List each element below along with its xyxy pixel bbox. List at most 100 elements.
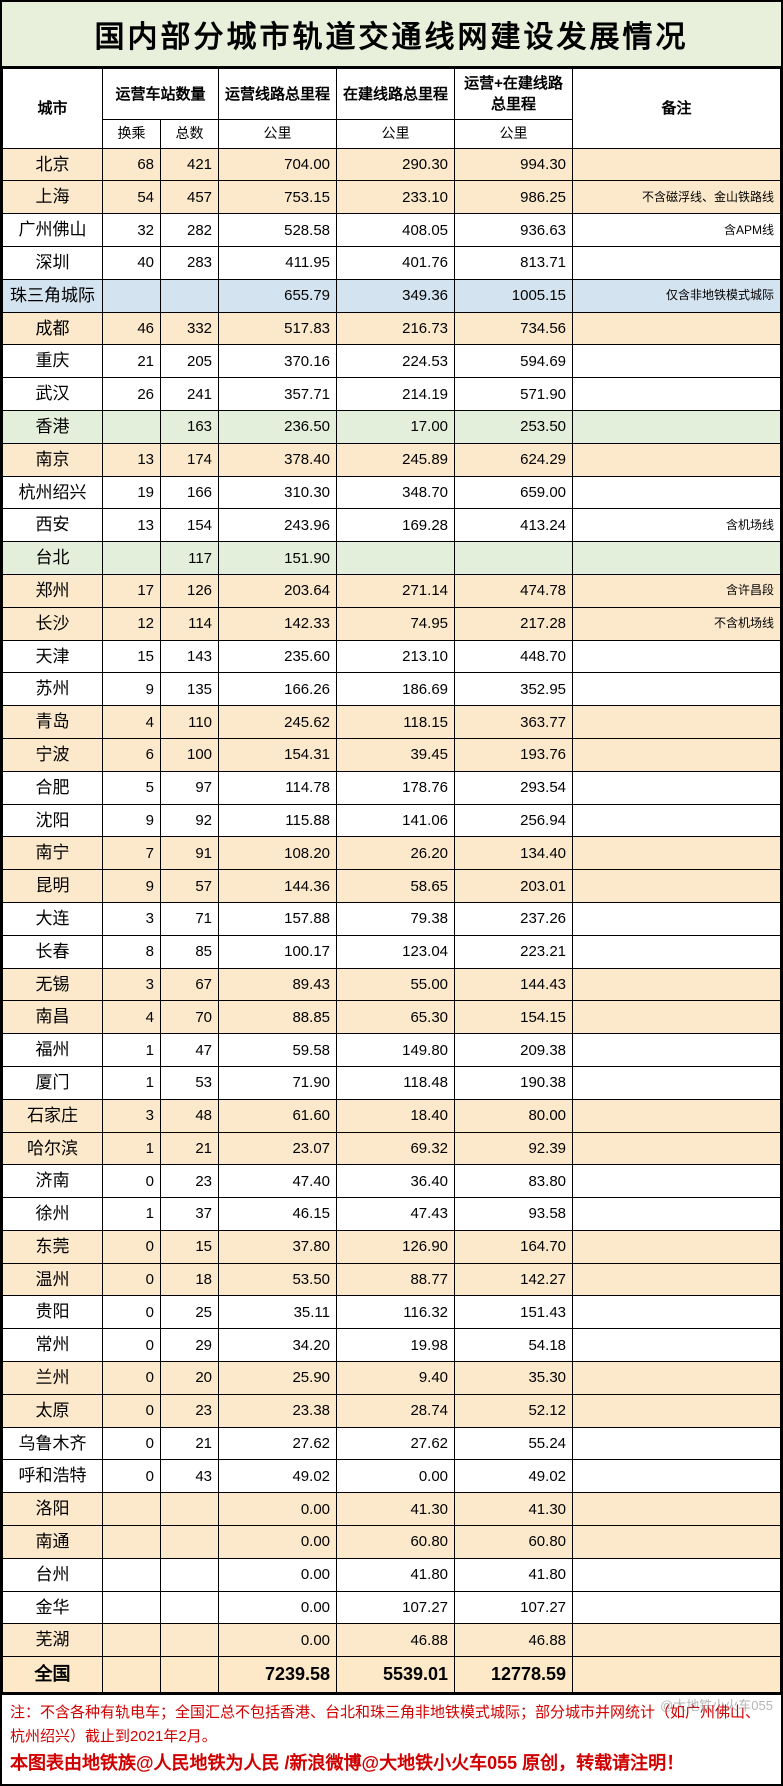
cell-city: 重庆	[3, 345, 103, 378]
cell-tt: 994.30	[455, 148, 573, 181]
cell-op: 59.58	[219, 1034, 337, 1067]
table-row: 金华0.00107.27107.27	[3, 1591, 781, 1624]
table-row: 南京13174378.40245.89624.29	[3, 443, 781, 476]
cell-note	[573, 1591, 781, 1624]
cell-tt: 734.56	[455, 312, 573, 345]
cell-city: 长春	[3, 935, 103, 968]
cell-bd: 0.00	[337, 1460, 455, 1493]
cell-city: 沈阳	[3, 804, 103, 837]
th-op-km: 运营线路总里程	[219, 69, 337, 120]
cell-op: 704.00	[219, 148, 337, 181]
cell-zs: 70	[161, 1001, 219, 1034]
cell-zs: 21	[161, 1132, 219, 1165]
cell-op: 100.17	[219, 935, 337, 968]
cell-bd: 214.19	[337, 378, 455, 411]
cell-city: 乌鲁木齐	[3, 1427, 103, 1460]
table-row: 厦门15371.90118.48190.38	[3, 1066, 781, 1099]
total-op: 7239.58	[219, 1657, 337, 1693]
table-row: 天津15143235.60213.10448.70	[3, 640, 781, 673]
cell-tt: 41.80	[455, 1558, 573, 1591]
cell-hc: 12	[103, 607, 161, 640]
cell-note	[573, 1034, 781, 1067]
cell-bd: 224.53	[337, 345, 455, 378]
total-tt: 12778.59	[455, 1657, 573, 1693]
cell-bd: 271.14	[337, 574, 455, 607]
cell-op: 53.50	[219, 1263, 337, 1296]
cell-city: 石家庄	[3, 1099, 103, 1132]
cell-tt: 93.58	[455, 1198, 573, 1231]
cell-hc: 21	[103, 345, 161, 378]
cell-tt: 80.00	[455, 1099, 573, 1132]
cell-bd: 348.70	[337, 476, 455, 509]
cell-hc: 9	[103, 804, 161, 837]
cell-op: 235.60	[219, 640, 337, 673]
cell-bd: 88.77	[337, 1263, 455, 1296]
cell-hc: 7	[103, 837, 161, 870]
cell-bd: 118.15	[337, 706, 455, 739]
cell-note	[573, 738, 781, 771]
cell-note	[573, 148, 781, 181]
cell-note	[573, 542, 781, 575]
cell-hc: 15	[103, 640, 161, 673]
cell-hc: 4	[103, 706, 161, 739]
cell-note	[573, 935, 781, 968]
cell-bd: 46.88	[337, 1624, 455, 1657]
cell-city: 贵阳	[3, 1296, 103, 1329]
cell-op: 245.62	[219, 706, 337, 739]
table-row: 合肥597114.78178.76293.54	[3, 771, 781, 804]
cell-bd: 107.27	[337, 1591, 455, 1624]
cell-bd: 65.30	[337, 1001, 455, 1034]
cell-bd: 141.06	[337, 804, 455, 837]
cell-note: 含许昌段	[573, 574, 781, 607]
cell-op: 71.90	[219, 1066, 337, 1099]
cell-hc	[103, 1558, 161, 1591]
cell-note	[573, 673, 781, 706]
cell-op: 528.58	[219, 214, 337, 247]
page-title: 国内部分城市轨道交通线网建设发展情况	[2, 2, 781, 68]
cell-zs: 110	[161, 706, 219, 739]
cell-tt: 193.76	[455, 738, 573, 771]
cell-zs: 25	[161, 1296, 219, 1329]
cell-op: 243.96	[219, 509, 337, 542]
cell-city: 成都	[3, 312, 103, 345]
cell-bd: 47.43	[337, 1198, 455, 1231]
cell-bd: 118.48	[337, 1066, 455, 1099]
cell-hc: 13	[103, 509, 161, 542]
cell-city: 台州	[3, 1558, 103, 1591]
cell-zs: 174	[161, 443, 219, 476]
table-row: 苏州9135166.26186.69352.95	[3, 673, 781, 706]
cell-tt: 35.30	[455, 1362, 573, 1395]
cell-bd: 186.69	[337, 673, 455, 706]
cell-city: 大连	[3, 902, 103, 935]
cell-tt: 55.24	[455, 1427, 573, 1460]
cell-tt: 203.01	[455, 870, 573, 903]
cell-hc	[103, 1624, 161, 1657]
cell-tt: 142.27	[455, 1263, 573, 1296]
cell-hc: 54	[103, 181, 161, 214]
cell-city: 宁波	[3, 738, 103, 771]
cell-zs: 92	[161, 804, 219, 837]
table-row: 常州02934.2019.9854.18	[3, 1329, 781, 1362]
cell-tt: 60.80	[455, 1526, 573, 1559]
cell-tt: 41.30	[455, 1493, 573, 1526]
cell-city: 徐州	[3, 1198, 103, 1231]
cell-bd: 55.00	[337, 968, 455, 1001]
cell-tt: 217.28	[455, 607, 573, 640]
table-body: 北京68421704.00290.30994.30上海54457753.1523…	[3, 148, 781, 1657]
cell-city: 呼和浩特	[3, 1460, 103, 1493]
cell-hc: 13	[103, 443, 161, 476]
table-row: 南通0.0060.8060.80	[3, 1526, 781, 1559]
cell-note	[573, 1624, 781, 1657]
cell-hc: 1	[103, 1066, 161, 1099]
cell-bd: 126.90	[337, 1230, 455, 1263]
table-row: 东莞01537.80126.90164.70	[3, 1230, 781, 1263]
table-row: 贵阳02535.11116.32151.43	[3, 1296, 781, 1329]
cell-note	[573, 1099, 781, 1132]
total-label: 全国	[3, 1657, 103, 1693]
cell-hc: 0	[103, 1362, 161, 1395]
cell-city: 兰州	[3, 1362, 103, 1395]
table-row: 呼和浩特04349.020.0049.02	[3, 1460, 781, 1493]
cell-bd: 17.00	[337, 410, 455, 443]
cell-bd: 245.89	[337, 443, 455, 476]
cell-tt: 413.24	[455, 509, 573, 542]
